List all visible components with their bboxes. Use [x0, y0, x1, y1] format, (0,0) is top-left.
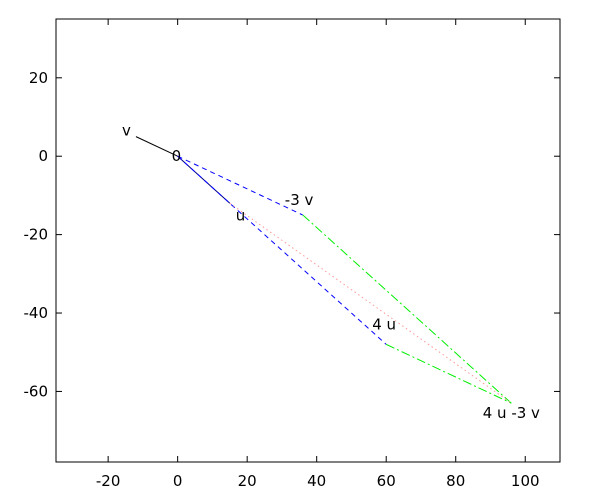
ticks-layer: -20 0 20 40 60 80 100 20 0 -20 -40 -60 [24, 19, 560, 490]
x-tick-label: 40 [307, 472, 326, 490]
labels-layer: 0 v u -3 v 4 u 4 u -3 v [122, 122, 540, 423]
x-tick-label: 80 [446, 472, 465, 490]
segment-6 [229, 202, 512, 404]
x-tick-label: 60 [377, 472, 396, 490]
x-tick-label: 0 [173, 472, 183, 490]
plot-frame [55, 18, 561, 463]
y-tick-label: -20 [24, 226, 49, 244]
x-tick-label: 20 [238, 472, 257, 490]
y-tick-label: 0 [38, 147, 48, 165]
y-tick-label: -40 [24, 304, 49, 322]
y-tick-label: 20 [29, 69, 48, 87]
point-label-0: 0 [172, 147, 182, 165]
segment-0 [135, 136, 178, 157]
x-tick-label: 100 [511, 472, 540, 490]
point-label-1: v [122, 122, 131, 140]
segment-5 [385, 343, 512, 404]
x-tick-label: -20 [96, 472, 121, 490]
segment-4 [302, 214, 512, 404]
y-tick-label: -60 [24, 382, 49, 400]
segment-3 [177, 155, 387, 345]
point-label-2: u [236, 206, 246, 224]
point-label-5: 4 u -3 v [483, 404, 540, 422]
segments-layer [135, 136, 512, 404]
point-label-4: 4 u [372, 315, 396, 333]
point-label-3: -3 v [285, 191, 314, 209]
